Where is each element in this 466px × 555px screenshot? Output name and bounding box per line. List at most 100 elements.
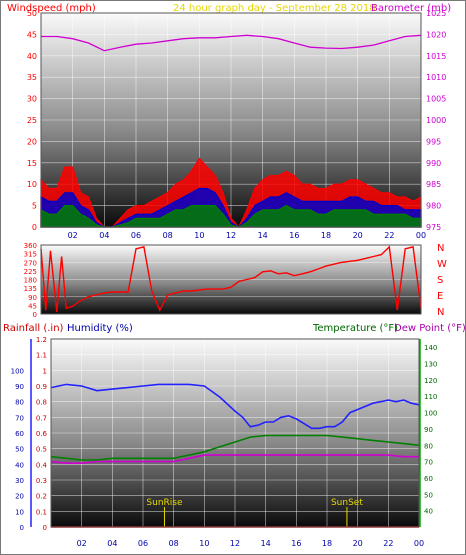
y-tick-label: 5 xyxy=(32,202,37,211)
x-tick-label: 12 xyxy=(226,231,236,240)
rain-tick-label: 0.3 xyxy=(36,477,47,485)
temp-tick-label: 120 xyxy=(424,377,437,385)
x-tick-label: 20 xyxy=(353,231,363,240)
y2-tick-label: 1025 xyxy=(426,9,446,18)
direction-tick-label: 270 xyxy=(24,259,37,267)
rain-tick-label: 0.5 xyxy=(36,446,47,454)
humidity-tick-label: 100 xyxy=(11,367,24,375)
y-tick-label: 10 xyxy=(27,180,37,189)
direction-tick-label: 360 xyxy=(24,242,37,250)
temp-tick-label: 70 xyxy=(424,459,433,467)
y-tick-label: 35 xyxy=(27,73,37,82)
x-tick-label: 22 xyxy=(384,231,394,240)
x-tick-label: 06 xyxy=(131,231,141,240)
direction-tick-label: 45 xyxy=(28,302,37,310)
x-tick-label: 10 xyxy=(194,231,204,240)
humidity-tick-label: 30 xyxy=(15,477,24,485)
direction-frame xyxy=(40,244,422,315)
rain-tick-label: 0.6 xyxy=(36,430,48,438)
compass-label: W xyxy=(437,259,447,270)
x-tick-label: 22 xyxy=(383,539,393,548)
series-dew-point-f- xyxy=(50,454,419,464)
temp-tick-label: 40 xyxy=(424,508,433,516)
y-tick-label: 40 xyxy=(27,52,37,61)
x-tick-label: 18 xyxy=(321,231,331,240)
series-humidity- xyxy=(50,383,420,430)
y2-tick-label: 1020 xyxy=(426,30,446,39)
temperature-axis-label: Temperature (°F) xyxy=(312,323,398,334)
x-tick-label: 14 xyxy=(258,231,268,240)
y2-tick-label: 1015 xyxy=(426,52,446,61)
temp-tick-label: 90 xyxy=(424,426,433,434)
y2-tick-label: 995 xyxy=(426,137,441,146)
direction-tick-label: 135 xyxy=(24,285,37,293)
rain-tick-label: 0.4 xyxy=(36,461,48,469)
y2-tick-label: 1005 xyxy=(426,95,446,104)
rain-tick-label: 0.9 xyxy=(36,383,47,391)
humidity-tick-label: 10 xyxy=(15,508,24,516)
sun-annotation: SunRise xyxy=(146,498,183,508)
humidity-tick-label: 70 xyxy=(15,414,24,422)
rain-tick-label: 1 xyxy=(43,367,47,375)
dewpoint-axis-label: Dew Point (°F) xyxy=(394,323,465,334)
compass-label: E xyxy=(437,291,443,302)
y-tick-label: 30 xyxy=(27,95,37,104)
temp-tick-label: 50 xyxy=(424,491,433,499)
windspeed-axis-label: Windspeed (mph) xyxy=(7,3,96,14)
plot3-frame xyxy=(50,338,420,528)
x-tick-label: 16 xyxy=(291,539,301,548)
direction-tick-label: 90 xyxy=(28,294,37,302)
x-tick-label: 18 xyxy=(322,539,332,548)
y-tick-label: 0 xyxy=(32,223,37,232)
temp-tick-label: 110 xyxy=(424,393,437,401)
chart-title: 24 hour graph day - September 28 2018 xyxy=(173,3,376,14)
x-tick-label: 20 xyxy=(353,539,363,548)
direction-tick-label: 225 xyxy=(24,268,37,276)
compass-label: N xyxy=(437,243,444,254)
direction-tick-label: 0 xyxy=(33,311,37,319)
y2-tick-label: 990 xyxy=(426,159,441,168)
y2-tick-label: 975 xyxy=(426,223,441,232)
direction-tick-label: 180 xyxy=(24,277,37,285)
humidity-tick-label: 0 xyxy=(20,524,24,532)
x-tick-label: 00 xyxy=(414,539,424,548)
x-tick-label: 14 xyxy=(261,539,271,548)
y-tick-label: 15 xyxy=(27,159,37,168)
y2-tick-label: 1010 xyxy=(426,73,446,82)
x-tick-label: 02 xyxy=(77,539,87,548)
y-tick-label: 25 xyxy=(27,116,37,125)
y2-tick-label: 1000 xyxy=(426,116,446,125)
y-tick-label: 20 xyxy=(27,137,37,146)
temp-tick-label: 60 xyxy=(424,475,433,483)
humidity-tick-label: 50 xyxy=(15,446,24,454)
temp-tick-label: 100 xyxy=(424,410,437,418)
series-temperature-f- xyxy=(50,434,420,461)
x-tick-label: 04 xyxy=(107,539,117,548)
direction-tick-label: 315 xyxy=(24,251,37,259)
rain-tick-label: 1.1 xyxy=(36,352,47,360)
x-tick-label: 10 xyxy=(199,539,209,548)
x-tick-label: 02 xyxy=(68,231,78,240)
humidity-axis-label: Humidity (%) xyxy=(67,323,133,334)
barometer-axis-label: Barometer (mb) xyxy=(371,3,451,14)
humidity-tick-label: 60 xyxy=(15,430,24,438)
rain-tick-label: 0.7 xyxy=(36,414,47,422)
x-tick-label: 16 xyxy=(289,231,299,240)
series-wind-direction xyxy=(40,245,422,313)
x-tick-label: 08 xyxy=(169,539,179,548)
x-tick-label: 04 xyxy=(99,231,109,240)
temp-tick-label: 130 xyxy=(424,361,437,369)
rainfall-axis-label: Rainfall (.in) xyxy=(3,323,64,334)
rain-tick-label: 0.1 xyxy=(36,508,47,516)
humidity-tick-label: 20 xyxy=(15,493,24,501)
temp-tick-label: 140 xyxy=(424,344,437,352)
rain-tick-label: 0.2 xyxy=(36,493,47,501)
compass-label: N xyxy=(437,307,444,318)
humidity-tick-label: 90 xyxy=(15,383,24,391)
x-tick-label: 12 xyxy=(230,539,240,548)
compass-label: S xyxy=(437,275,443,286)
y-tick-label: 45 xyxy=(27,30,37,39)
plot-frame xyxy=(40,12,422,228)
